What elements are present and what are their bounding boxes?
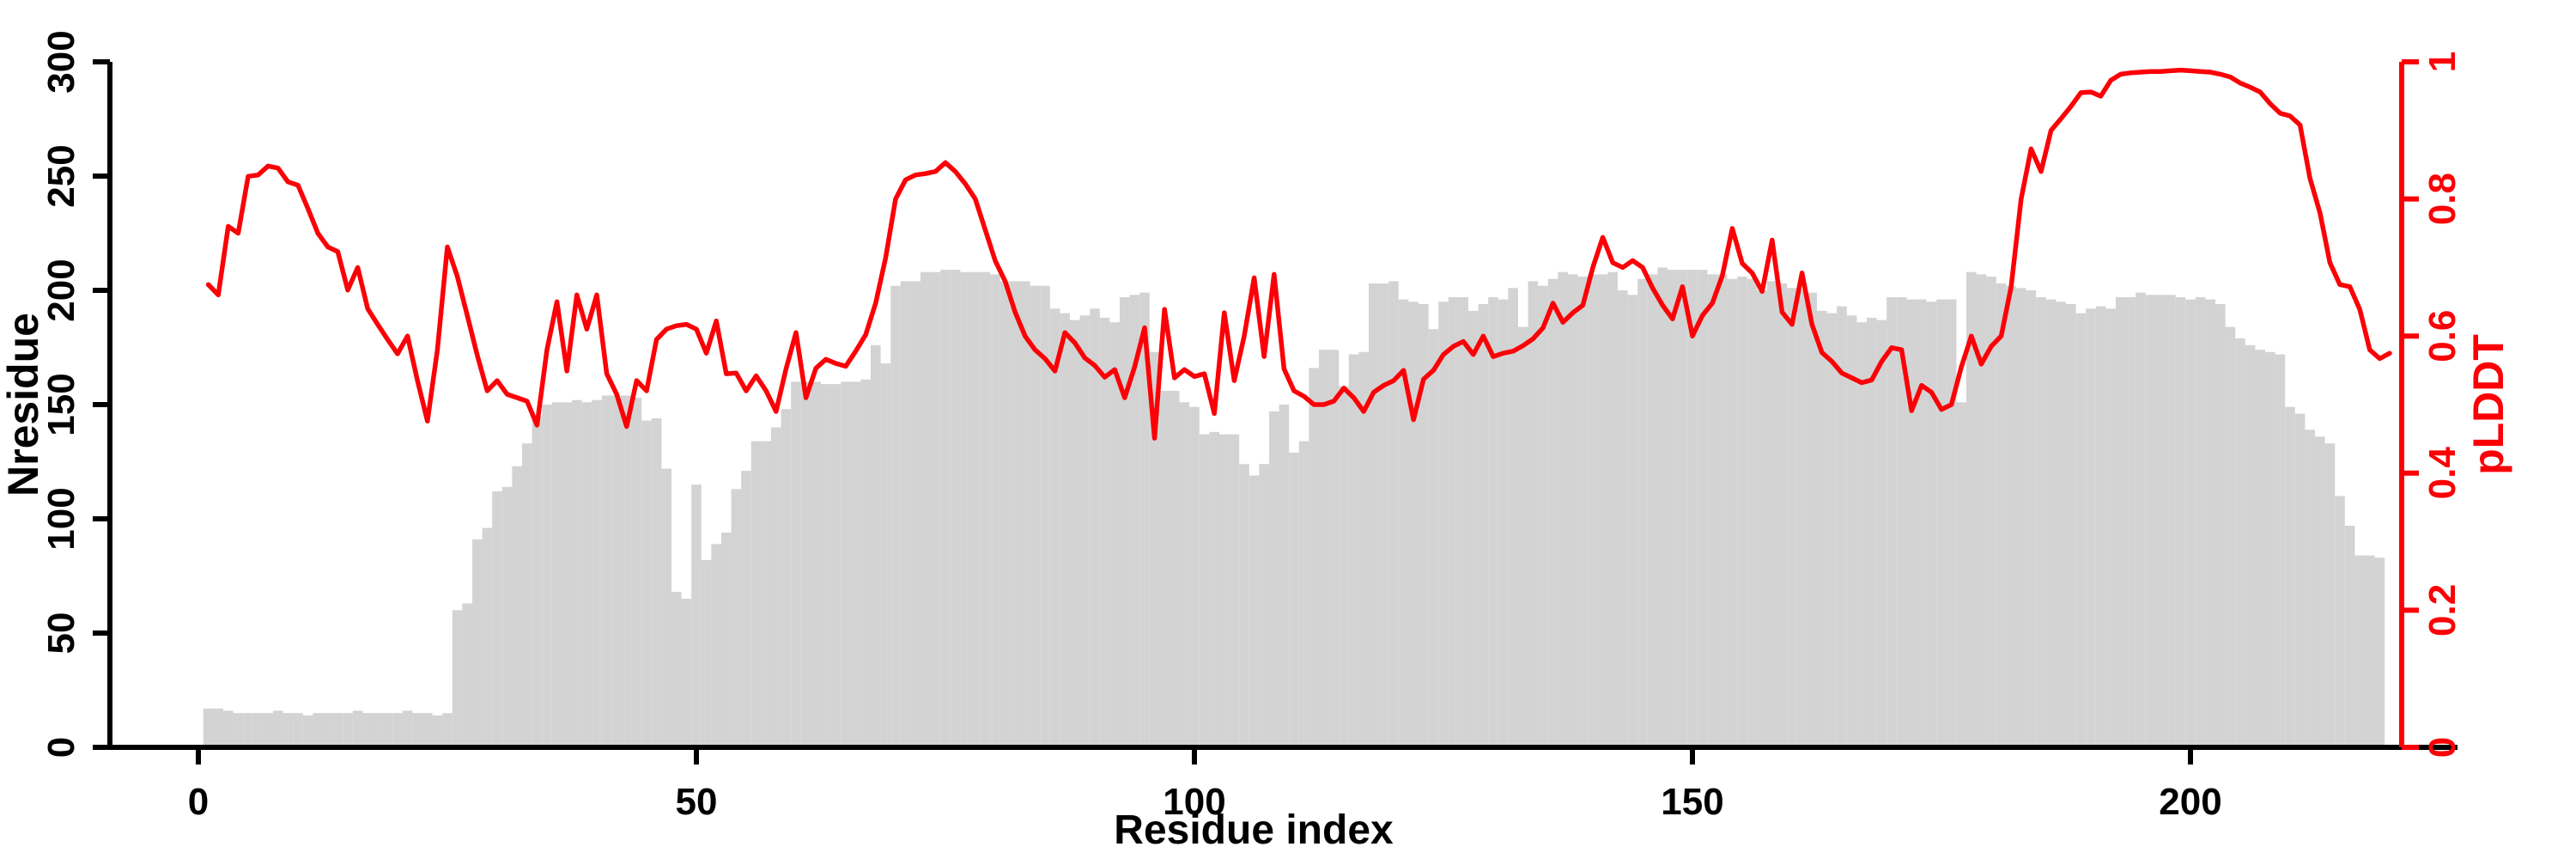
y-left-tick-label: 50 bbox=[40, 612, 82, 655]
nresidue-bars bbox=[203, 267, 2385, 748]
y-right-tick-label: 0.4 bbox=[2421, 447, 2464, 500]
axes: 0 50 100 150 200 0 50 100 150 200 250 300 0 0.2 0.4 0.6… bbox=[40, 30, 2464, 823]
x-tick-label: 200 bbox=[2159, 781, 2221, 823]
y-right-tick-label: 1 bbox=[2421, 52, 2464, 72]
y-left-tick-label: 300 bbox=[40, 30, 82, 93]
x-tick-label: 50 bbox=[676, 781, 718, 823]
y-axis-right-label: pLDDT bbox=[2464, 334, 2512, 475]
y-right-tick-label: 0.2 bbox=[2421, 584, 2464, 637]
y-left-tick-label: 200 bbox=[40, 259, 82, 321]
x-tick-label: 100 bbox=[1163, 781, 1225, 823]
y-axis-left-label: Nresidue bbox=[0, 313, 47, 497]
y-left-tick-label: 100 bbox=[40, 487, 82, 550]
x-axis-label: Residue index bbox=[1114, 807, 1394, 853]
x-tick-label: 0 bbox=[188, 781, 209, 823]
y-left-tick-label: 250 bbox=[40, 144, 82, 207]
y-right-tick-label: 0.8 bbox=[2421, 173, 2464, 225]
x-tick-label: 150 bbox=[1661, 781, 1723, 823]
plddt-line bbox=[205, 67, 2392, 441]
y-left-tick-label: 0 bbox=[40, 737, 82, 758]
y-right-tick-label: 0.6 bbox=[2421, 310, 2464, 362]
y-left-tick-label: 150 bbox=[40, 373, 82, 436]
y-right-tick-label: 0 bbox=[2421, 737, 2464, 758]
